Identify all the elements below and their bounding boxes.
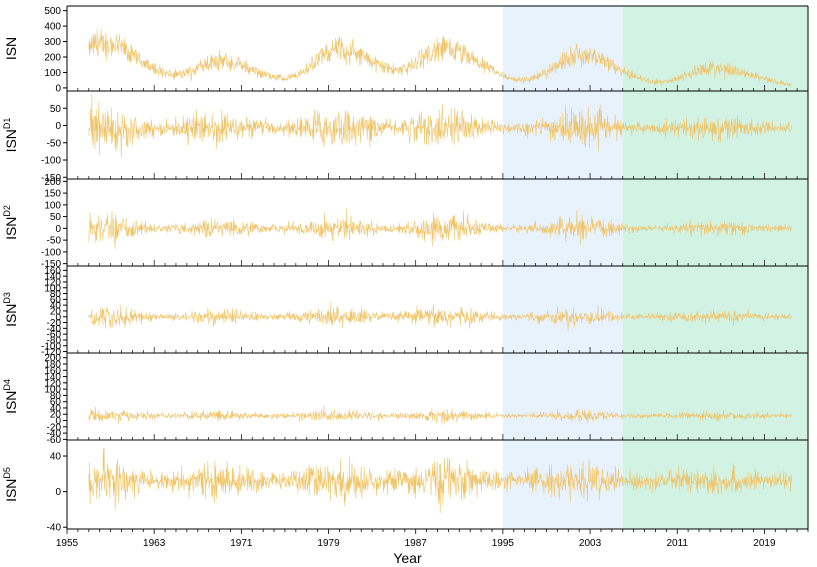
panel-label: ISN bbox=[3, 37, 19, 60]
y-tick-label: 60 bbox=[50, 295, 62, 306]
y-tick-label: 160 bbox=[44, 366, 61, 377]
panel-isn-d3: -120-100-80-60-40-2002040608010012014016… bbox=[2, 266, 809, 358]
y-tick-label: 40 bbox=[50, 403, 62, 414]
panel-label-superscript: D3 bbox=[2, 292, 12, 304]
panel-label: ISND3 bbox=[2, 292, 19, 327]
shaded-period-2 bbox=[622, 6, 808, 529]
y-tick-label: 50 bbox=[50, 104, 62, 115]
x-tick-label: 1971 bbox=[230, 538, 253, 549]
y-tick-label: 140 bbox=[44, 372, 61, 383]
y-tick-label: -20 bbox=[47, 422, 62, 433]
y-tick-label: 400 bbox=[44, 22, 61, 33]
y-tick-label: 0 bbox=[55, 487, 61, 498]
y-tick-label: -120 bbox=[41, 347, 61, 358]
y-tick-label: 100 bbox=[44, 283, 61, 294]
y-tick-label: 20 bbox=[50, 410, 62, 421]
panel-label: ISND2 bbox=[2, 205, 19, 240]
y-tick-label: 40 bbox=[50, 452, 62, 463]
y-tick-label: 180 bbox=[44, 359, 61, 370]
y-tick-label: 0 bbox=[55, 83, 61, 94]
x-tick-label: 1987 bbox=[405, 538, 428, 549]
y-tick-label: -50 bbox=[47, 138, 62, 149]
x-tick-label: 1995 bbox=[492, 538, 515, 549]
y-tick-label: -80 bbox=[47, 335, 62, 346]
series-line-isn-d5 bbox=[88, 448, 792, 513]
y-tick-label: -100 bbox=[41, 247, 61, 258]
panel-label-superscript: D2 bbox=[2, 205, 12, 217]
y-tick-label: 60 bbox=[50, 397, 62, 408]
panel-isn-d1: -150 -100 -50 0 50 ISND1 bbox=[2, 93, 809, 184]
y-tick-label: 140 bbox=[44, 272, 61, 283]
x-tick-label: 2003 bbox=[579, 538, 602, 549]
y-tick-label: -20 bbox=[47, 318, 62, 329]
y-tick-label: 100 bbox=[44, 200, 61, 211]
panel-label: ISND5 bbox=[2, 467, 19, 502]
x-tick-label: 1963 bbox=[143, 538, 166, 549]
y-tick-label: -60 bbox=[47, 435, 62, 446]
panel-label-superscript: D4 bbox=[2, 379, 12, 391]
series-line-isn-d1 bbox=[88, 93, 792, 159]
y-tick-label: 50 bbox=[50, 212, 62, 223]
y-tick-label: 150 bbox=[44, 189, 61, 200]
y-tick-label: -100 bbox=[41, 156, 61, 167]
y-tick-label: 0 bbox=[55, 416, 61, 427]
y-tick-label: 80 bbox=[50, 391, 62, 402]
series-line-isn-d2 bbox=[88, 208, 792, 250]
x-tick-label: 2019 bbox=[753, 538, 776, 549]
y-tick-label: 300 bbox=[44, 37, 61, 48]
y-tick-label: 120 bbox=[44, 277, 61, 288]
y-tick-label: 120 bbox=[44, 378, 61, 389]
y-tick-label: 80 bbox=[50, 289, 62, 300]
y-tick-label: 200 bbox=[44, 53, 61, 64]
y-tick-label: 160 bbox=[44, 266, 61, 277]
y-tick-label: -100 bbox=[41, 341, 61, 352]
y-tick-label: 100 bbox=[44, 68, 61, 79]
x-tick-label: 2011 bbox=[666, 538, 688, 549]
y-tick-label: 40 bbox=[50, 301, 62, 312]
y-tick-label: -40 bbox=[47, 523, 62, 534]
series-line-isn-d3 bbox=[88, 301, 792, 331]
x-tick-label: 1955 bbox=[56, 538, 79, 549]
series-line-isn bbox=[88, 28, 792, 87]
panel-label-superscript: D5 bbox=[2, 467, 12, 479]
y-tick-label: 200 bbox=[44, 177, 61, 188]
panel-label: ISND4 bbox=[2, 379, 19, 414]
y-tick-label: -60 bbox=[47, 330, 62, 341]
shaded-period-1 bbox=[502, 6, 623, 529]
panel-isn: 0 100 200 300 400 500 ISN bbox=[3, 6, 809, 94]
y-tick-label: 200 bbox=[44, 353, 61, 364]
y-tick-label: 20 bbox=[50, 306, 62, 317]
panel-label-superscript: D1 bbox=[2, 118, 12, 130]
y-tick-label: -40 bbox=[47, 324, 62, 335]
y-tick-label: -150 bbox=[41, 259, 61, 270]
x-tick-label: 1979 bbox=[317, 538, 340, 549]
y-tick-label: 0 bbox=[55, 121, 61, 132]
y-tick-label: 500 bbox=[44, 6, 61, 17]
series-line-isn-d4 bbox=[88, 405, 792, 425]
y-tick-label: -150 bbox=[41, 173, 61, 184]
y-tick-label: 0 bbox=[55, 312, 61, 323]
panel-label: ISND1 bbox=[2, 118, 19, 153]
x-axis-title: Year bbox=[393, 550, 422, 566]
y-tick-label: 0 bbox=[55, 224, 61, 235]
y-tick-label: -50 bbox=[47, 236, 62, 247]
y-tick-label: -40 bbox=[47, 429, 62, 440]
y-tick-label: 100 bbox=[44, 385, 61, 396]
